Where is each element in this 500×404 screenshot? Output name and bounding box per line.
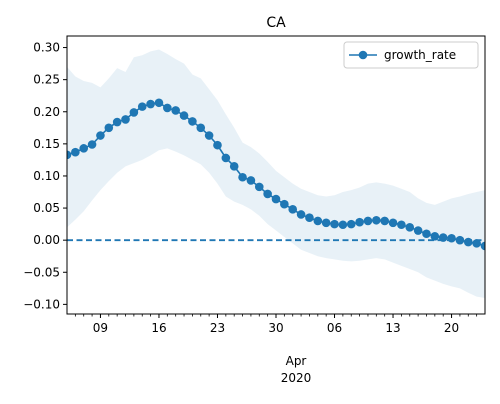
- legend: growth_rate: [343, 41, 479, 69]
- data-point-growth_rate: [196, 123, 206, 133]
- y-tick-label: 0.10: [33, 169, 60, 183]
- y-tick-label: 0.15: [33, 137, 60, 151]
- x-tick-label: 23: [210, 321, 225, 335]
- month-label: Apr: [286, 354, 307, 368]
- data-point-growth_rate: [229, 162, 239, 171]
- x-tick-label: 20: [444, 321, 459, 335]
- data-point-growth_rate: [163, 103, 172, 113]
- year-label: 2020: [281, 371, 312, 385]
- data-point-growth_rate: [438, 233, 448, 242]
- data-point-growth_rate: [463, 237, 473, 247]
- data-point-growth_rate: [204, 131, 214, 140]
- data-point-growth_rate: [137, 102, 147, 111]
- x-tick-label: 13: [385, 321, 400, 335]
- axes: −0.10 −0.05 0.00 0.05 0.10 0.15 0.20 0.25 0.30 09…: [23, 35, 486, 335]
- data-point-growth_rate: [238, 172, 247, 182]
- y-tick-label: 0.20: [33, 105, 60, 119]
- data-point-growth_rate: [171, 106, 180, 115]
- data-point-growth_rate: [271, 194, 281, 204]
- data-point-growth_rate: [313, 216, 323, 226]
- data-point-growth_rate: [321, 218, 331, 228]
- data-point-growth_rate: [489, 244, 498, 253]
- data-point-growth_rate: [71, 147, 80, 157]
- data-point-growth_rate: [363, 216, 373, 226]
- confidence-band: [67, 49, 485, 298]
- data-point-growth_rate: [263, 189, 272, 199]
- x-tick-label: 30: [268, 321, 283, 335]
- data-point-growth_rate: [355, 217, 364, 227]
- y-tick-label: −0.05: [23, 265, 60, 279]
- data-point-growth_rate: [372, 215, 381, 225]
- data-point-growth_rate: [188, 117, 197, 126]
- data-point-growth_rate: [79, 144, 89, 153]
- data-point-growth_rate: [388, 218, 398, 228]
- data-point-growth_rate: [405, 223, 415, 232]
- data-point-growth_rate: [397, 220, 406, 230]
- data-point-growth_rate: [338, 220, 348, 230]
- x-tick-label: 16: [151, 321, 166, 335]
- plot-area: [67, 49, 498, 298]
- legend-marker-swatch: [358, 50, 368, 60]
- data-point-growth_rate: [422, 229, 431, 239]
- x-tick-label: 06: [327, 321, 342, 335]
- data-point-growth_rate: [121, 115, 130, 124]
- data-point-growth_rate: [87, 140, 97, 149]
- y-tick-label: 0.00: [33, 233, 60, 247]
- data-point-growth_rate: [296, 210, 306, 219]
- y-tick-label: 0.30: [33, 41, 60, 55]
- data-point-growth_rate: [213, 140, 222, 150]
- y-tick-label: 0.05: [33, 201, 60, 215]
- data-point-growth_rate: [380, 216, 389, 226]
- data-point-growth_rate: [96, 131, 105, 140]
- data-point-growth_rate: [447, 233, 456, 243]
- data-point-growth_rate: [129, 108, 139, 117]
- data-point-growth_rate: [154, 98, 164, 108]
- x-tick-label: 09: [93, 321, 108, 335]
- legend-label: growth_rate: [384, 48, 456, 62]
- chart-title: CA: [266, 15, 286, 31]
- data-point-growth_rate: [221, 153, 231, 163]
- data-point-growth_rate: [146, 99, 155, 109]
- legend-box: [343, 41, 479, 69]
- data-point-growth_rate: [288, 205, 298, 214]
- data-point-growth_rate: [104, 123, 114, 133]
- data-point-growth_rate: [330, 219, 339, 229]
- y-tick-label: −0.10: [23, 297, 60, 311]
- data-point-growth_rate: [254, 182, 264, 192]
- data-point-growth_rate: [472, 239, 481, 248]
- data-point-growth_rate: [67, 150, 72, 160]
- data-point-growth_rate: [430, 232, 440, 241]
- data-point-growth_rate: [112, 117, 122, 127]
- data-point-growth_rate: [455, 235, 465, 245]
- data-point-growth_rate: [413, 226, 423, 235]
- data-point-growth_rate: [305, 213, 314, 222]
- data-point-growth_rate: [246, 176, 256, 185]
- data-point-growth_rate: [480, 241, 485, 251]
- y-tick-label: 0.25: [33, 73, 60, 87]
- data-point-growth_rate: [346, 219, 356, 229]
- series-line-growth_rate: [67, 101, 485, 247]
- data-point-growth_rate: [179, 111, 189, 120]
- data-point-growth_rate: [280, 199, 289, 209]
